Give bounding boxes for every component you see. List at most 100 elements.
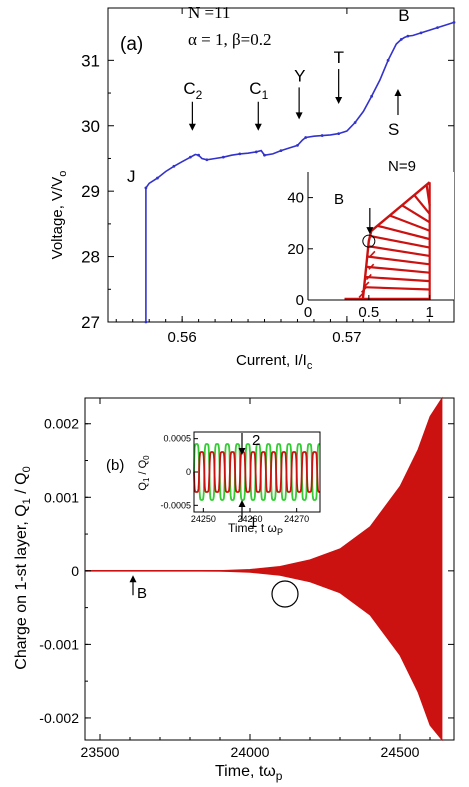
panel-a-label-j: J: [127, 167, 136, 186]
panel-a-inset-y-tick-label: 40: [287, 190, 304, 207]
panel-a-inset-background: [308, 172, 454, 300]
panel-a-annotations: J C2 C1 Y T S B: [127, 6, 410, 186]
panel-b-x-axis-title: Time, tωp: [215, 763, 283, 783]
panel-a-data-point: [144, 320, 148, 324]
panel-b-inset-label-top: 2: [252, 432, 260, 449]
panel-a-inset-step: [363, 281, 370, 288]
panel-a-data-point: [436, 26, 439, 30]
panel-b-inset-y-tick-label: 0: [186, 467, 191, 477]
panel-a-arrow-s-head: [394, 89, 402, 97]
panel-b-y-tick-label: -0.002: [39, 710, 79, 726]
panel-b-inset-y-axis-title-group: Q1 / Q0: [137, 455, 151, 491]
panel-b-inset-series-1: [193, 451, 320, 493]
panel-b-inset-series-2: [193, 443, 320, 501]
panel-a-label-t: T: [334, 48, 344, 67]
panel-b-inset-label-bottom: 1: [249, 514, 257, 531]
panel-a-data-point: [399, 38, 403, 41]
panel-b-inset-arrow-1-head: [238, 500, 246, 507]
panel-b-inset-x-tick-label: 24260: [237, 514, 262, 524]
panel-a-data-point: [144, 186, 148, 190]
panel-a-arrow-t-head: [335, 97, 343, 105]
panel-a-label: (a): [120, 34, 143, 55]
panel-a-params-line1: N =11: [188, 3, 230, 22]
panel-a-inset: 0 20 40 0 0.5 1 N=9 B: [287, 158, 454, 321]
panel-a-data-point: [304, 136, 308, 139]
panel-a-params-line2: α = 1, β=0.2: [188, 30, 271, 49]
panel-b-inset-x-tick-label: 24250: [191, 514, 216, 524]
panel-a-data-point: [353, 121, 357, 124]
panel-a-plot-area: [144, 20, 456, 324]
panel-a-data-point: [238, 152, 242, 156]
panel-b-oscillation-envelope: [85, 396, 443, 742]
panel-b-inset-y-tick-label: 0.0005: [163, 434, 191, 444]
panel-b-inset-y-axis-title: Q1 / Q0: [137, 455, 151, 491]
panel-a-inset-marker-label: B: [334, 191, 344, 208]
panel-a-data-point: [221, 155, 225, 159]
panel-a-inset-envelope: [361, 181, 431, 301]
panel-a-inset-plot: 0 20 40 0 0.5 1: [287, 172, 454, 321]
panel-a-inset-step: [358, 291, 365, 298]
panel-b-annotations: B: [129, 575, 147, 602]
panel-b-inset-x-axis-title: Time, t ωP: [228, 521, 283, 537]
panel-b-axes: -0.002 -0.001 0 0.001 0.002 23500 24000 24500: [39, 398, 454, 760]
panel-b-y-tick-label: 0: [71, 563, 79, 579]
panel-a-y-tick-label: 28: [81, 248, 100, 267]
panel-a-label-b: B: [398, 6, 409, 25]
panel-a-x-axis-title: Current, I/Ic: [236, 352, 313, 372]
panel-a-label-y: Y: [294, 66, 305, 85]
panel-a-inset-step: [368, 263, 375, 270]
panel-a-data-point: [386, 58, 390, 62]
panel-a-data-point: [188, 155, 192, 159]
panel-a-y-tick-label: 31: [81, 51, 100, 70]
panel-b-y-tick-label: 0.002: [44, 416, 79, 432]
panel-a-inset-title: N=9: [388, 158, 416, 175]
panel-a-data-point: [156, 176, 159, 180]
panel-b-y-axis-title: Charge on 1-st layer, Q1 / Q0: [13, 466, 33, 669]
panel-b-x-tick-label: 24000: [231, 744, 270, 760]
panel-a-inset-branch: [377, 224, 430, 241]
panel-a-inset-branch: [389, 214, 431, 232]
panel-a-data-point: [254, 150, 258, 154]
panel-a-y-axis-title: Voltage, V/Vo: [49, 171, 69, 260]
panel-a-x-tick-label: 0.56: [168, 329, 197, 346]
panel-a-y-tick-label: 30: [81, 117, 100, 136]
panel-a-inset-y-tick-label: 0: [296, 292, 304, 309]
panel-a-label-c1: C1: [249, 79, 268, 102]
panel-b: -0.002 -0.001 0 0.001 0.002 23500 24000 24500 B…: [13, 396, 455, 783]
panel-a-y-axis-title-group: Voltage, V/Vo: [49, 171, 69, 260]
panel-b-y-tick-label: 0.001: [44, 489, 79, 505]
panel-b-y-axis-title-group: Charge on 1-st layer, Q1 / Q0: [13, 466, 33, 669]
panel-b-inset-arrow-2-head: [238, 448, 246, 455]
panel-a-inset-x-tick-label: 1: [425, 304, 433, 321]
panel-a-inset-branch: [368, 245, 430, 258]
panel-a-data-point: [320, 134, 324, 137]
panel-b-inset-x-tick-label: 24270: [284, 514, 309, 524]
panel-a-inset-step: [369, 250, 376, 258]
panel-b-arrow-b-head: [129, 575, 137, 583]
panel-a-data-point: [406, 34, 410, 38]
panel-a-data-point: [370, 94, 374, 98]
panel-b-plot-area: [85, 396, 443, 742]
panel-a-data-point: [172, 164, 176, 168]
panel-a-inset-step: [360, 286, 367, 293]
panel-a-inset-branch: [365, 275, 430, 283]
panel-a-data-point: [296, 143, 299, 147]
panel-a-inset-branch: [401, 204, 431, 224]
panel-a-inset-y-tick-label: 20: [287, 241, 304, 258]
panel-a-inset-step: [365, 273, 372, 281]
panel-b-label-b: B: [137, 585, 147, 602]
panel-a-data-point: [279, 149, 283, 153]
panel-a-inset-branch: [364, 286, 430, 291]
panel-a-inset-marker-circle: [362, 234, 376, 248]
panel-a-data-point: [419, 31, 423, 35]
panel-a-label-c2: C2: [183, 79, 202, 102]
panel-a-inset-x-tick-label: 0.5: [358, 304, 379, 321]
panel-b-x-tick-label: 24500: [381, 744, 420, 760]
panel-a: 27 28 29 30 31 0.56 0.57 J C2 C1 Y T S B (a) N =11 α…: [49, 3, 456, 372]
panel-a-data-point: [452, 20, 456, 24]
panel-a-y-tick-label: 29: [81, 182, 100, 201]
panel-b-x-tick-label: 23500: [81, 744, 120, 760]
